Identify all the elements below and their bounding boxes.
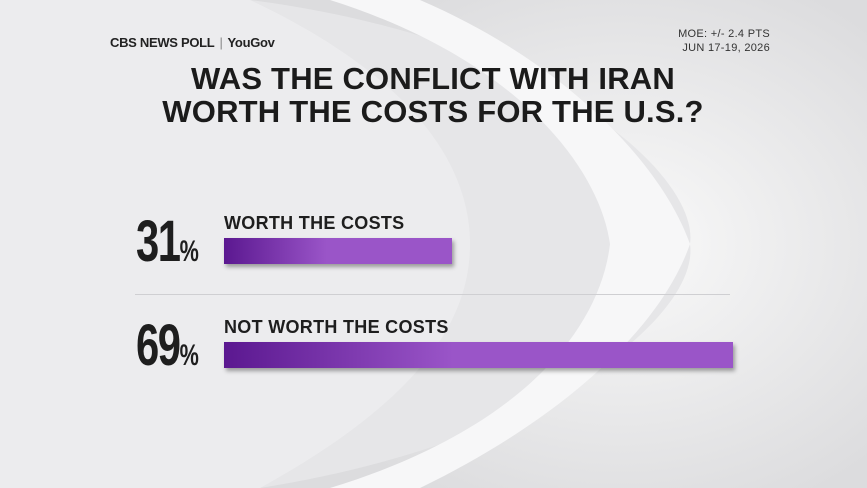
notes: MOE: +/- 2.4 PTS JUN 17-19, 2026 <box>678 27 770 55</box>
value-unit: % <box>179 339 199 372</box>
partner-name: YouGov <box>227 35 275 50</box>
bar <box>224 342 733 368</box>
brand: CBS NEWS POLL | YouGov <box>110 35 275 50</box>
bar <box>224 238 453 264</box>
separator <box>135 294 730 295</box>
value-number: 31 <box>136 209 181 274</box>
category-label: WORTH THE COSTS <box>224 213 405 233</box>
value-label: 31% <box>136 208 199 275</box>
margin-of-error: MOE: +/- 2.4 PTS <box>678 28 770 40</box>
value-label: 69% <box>136 312 199 379</box>
category-label: NOT WORTH THE COSTS <box>224 317 449 337</box>
poll-date: JUN 17-19, 2026 <box>682 42 770 54</box>
value-unit: % <box>179 235 199 268</box>
value-number: 69 <box>136 313 181 378</box>
brand-name: CBS NEWS POLL <box>110 35 215 50</box>
chart-title: WAS THE CONFLICT WITH IRAN WORTH THE COS… <box>162 61 704 129</box>
